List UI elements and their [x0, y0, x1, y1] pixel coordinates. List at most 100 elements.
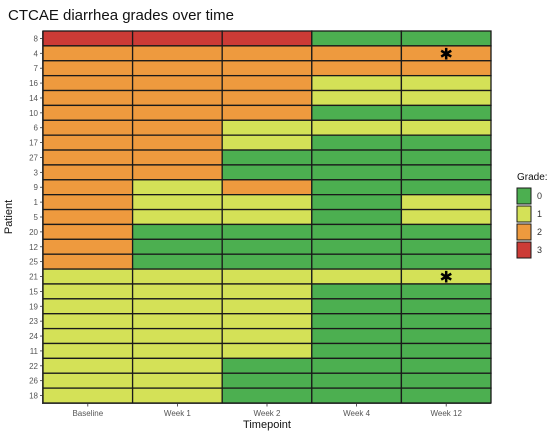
heatmap-cell-19-4 — [400, 298, 492, 315]
heatmap-cell-4-2 — [221, 45, 313, 62]
heatmap-cell-16-1 — [131, 74, 223, 92]
heatmap-cell-10-1 — [131, 104, 223, 121]
legend-label-3: 3 — [537, 245, 542, 255]
y-tick-label: 14 — [29, 94, 38, 103]
y-tick-label: 26 — [29, 377, 38, 386]
heatmap-cell-15-0 — [42, 283, 134, 300]
heatmap-cell-23-0 — [42, 313, 134, 330]
heatmap-cell-18-1 — [131, 387, 223, 404]
y-tick-label: 23 — [29, 317, 38, 326]
heatmap-cell-3-4 — [400, 164, 492, 181]
heatmap-cell-1-3 — [311, 194, 403, 211]
heatmap-cell-14-4 — [400, 89, 492, 107]
heatmap-cell-10-0 — [42, 104, 134, 121]
heatmap-cell-11-1 — [131, 342, 223, 360]
heatmap-cell-26-3 — [311, 372, 403, 389]
y-tick-label: 10 — [29, 109, 38, 118]
heatmap-cell-8-0 — [42, 30, 134, 47]
heatmap-cell-11-0 — [42, 342, 134, 360]
axis-ticks: 8471614106172739152012252115192324112226… — [29, 31, 491, 418]
heatmap-cell-22-1 — [131, 357, 223, 374]
heatmap-cell-22-4 — [400, 357, 492, 374]
heatmap-cell-27-1 — [131, 149, 223, 166]
heatmap-cell-20-0 — [42, 223, 134, 240]
y-tick-label: 6 — [34, 124, 39, 133]
heatmap-cell-26-0 — [42, 372, 134, 389]
annotation-star: ✱ — [439, 268, 452, 287]
heatmap-cell-23-1 — [131, 313, 223, 330]
y-tick-label: 16 — [29, 79, 38, 88]
y-tick-label: 11 — [30, 347, 39, 356]
heatmap-cell-10-4 — [400, 104, 492, 121]
heatmap-cell-20-4 — [400, 223, 492, 240]
heatmap-cell-8-3 — [311, 30, 403, 47]
chart-title: CTCAE diarrhea grades over time — [8, 7, 234, 24]
heatmap-cell-7-1 — [131, 60, 223, 77]
heatmap-cell-22-0 — [42, 357, 134, 374]
heatmap-cell-11-2 — [221, 342, 313, 360]
heatmap-cell-7-3 — [311, 60, 403, 77]
y-tick-label: 24 — [29, 332, 38, 341]
heatmap-cell-27-4 — [400, 149, 492, 166]
heatmap-cell-1-1 — [131, 194, 223, 211]
annotations: ✱✱ — [439, 44, 452, 286]
heatmap-cell-12-3 — [311, 238, 403, 255]
heatmap-cell-3-1 — [131, 164, 223, 181]
heatmap-cell-19-0 — [42, 298, 134, 315]
heatmap-cell-25-3 — [311, 253, 403, 270]
x-tick-label: Week 1 — [164, 409, 192, 418]
y-tick-label: 12 — [29, 243, 38, 252]
heatmap-cell-6-0 — [42, 119, 134, 136]
y-tick-label: 5 — [34, 213, 39, 222]
heatmap-cell-18-0 — [42, 387, 134, 404]
heatmap-cell-11-3 — [311, 342, 403, 360]
heatmap-cell-3-3 — [311, 164, 403, 181]
heatmap-cell-14-0 — [42, 89, 134, 107]
legend-title: Grade: — [517, 172, 548, 183]
heatmap-cell-9-3 — [311, 179, 403, 196]
heatmap-cell-16-4 — [400, 74, 492, 92]
heatmap-cell-23-2 — [221, 313, 313, 330]
heatmap-cell-27-3 — [311, 149, 403, 166]
heatmap-cell-5-2 — [221, 208, 313, 226]
heatmap-cell-18-3 — [311, 387, 403, 404]
heatmap-cell-9-2 — [221, 179, 313, 196]
legend: 0 1 2 3 — [516, 187, 542, 259]
heatmap-cell-6-2 — [221, 119, 313, 136]
heatmap-cell-5-1 — [131, 208, 223, 226]
heatmap-cell-10-3 — [311, 104, 403, 121]
heatmap-cell-27-2 — [221, 149, 313, 166]
heatmap-cells — [42, 30, 492, 404]
heatmap-cell-26-4 — [400, 372, 492, 389]
y-tick-label: 9 — [34, 183, 39, 192]
heatmap-cell-21-2 — [221, 268, 313, 285]
heatmap-cell-17-4 — [400, 134, 492, 151]
heatmap-cell-17-1 — [131, 134, 223, 151]
x-tick-label: Week 2 — [254, 409, 282, 418]
legend-label-1: 1 — [537, 209, 542, 219]
heatmap-cell-6-3 — [311, 119, 403, 136]
heatmap-cell-23-3 — [311, 313, 403, 330]
y-tick-label: 4 — [34, 49, 39, 58]
x-tick-label: Week 4 — [343, 409, 371, 418]
heatmap-cell-21-0 — [42, 268, 134, 285]
heatmap-cell-17-3 — [311, 134, 403, 151]
heatmap-cell-3-0 — [42, 164, 134, 181]
heatmap-cell-15-1 — [131, 283, 223, 300]
heatmap-cell-20-1 — [131, 223, 223, 240]
heatmap-cell-24-3 — [311, 327, 403, 345]
heatmap-cell-12-4 — [400, 238, 492, 255]
y-tick-label: 18 — [29, 392, 38, 401]
heatmap-cell-23-4 — [400, 313, 492, 330]
heatmap-cell-9-4 — [400, 179, 492, 196]
heatmap-cell-25-1 — [131, 253, 223, 270]
heatmap-cell-12-1 — [131, 238, 223, 255]
annotation-star: ✱ — [439, 44, 452, 63]
y-tick-label: 25 — [29, 258, 38, 267]
heatmap-cell-21-1 — [131, 268, 223, 285]
heatmap-cell-14-3 — [311, 89, 403, 107]
heatmap-cell-25-2 — [221, 253, 313, 270]
heatmap-cell-8-2 — [221, 30, 313, 47]
heatmap-cell-15-2 — [221, 283, 313, 300]
